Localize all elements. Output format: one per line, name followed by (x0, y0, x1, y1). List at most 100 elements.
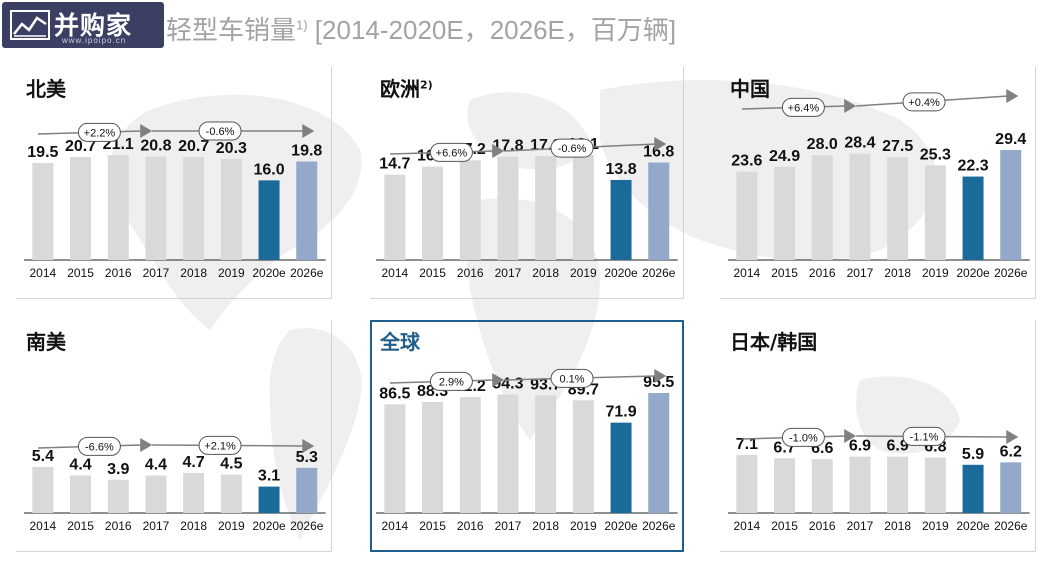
data-label: 4.7 (183, 454, 205, 471)
bar-chart: 5.4 2014 4.4 2015 3.9 2016 4.4 2017 4.7 2018 4.5 20… (24, 435, 326, 533)
growth-arrow-head-icon (844, 99, 857, 113)
x-tick-label: 2016 (457, 519, 484, 533)
x-tick-label: 2018 (180, 266, 207, 280)
growth-arrow-head-icon (492, 373, 505, 387)
chart-title: 全球 (380, 326, 420, 355)
x-tick-label: 2017 (143, 519, 170, 533)
bar-2015 (774, 458, 796, 513)
growth-rate-label: -1.1% (910, 431, 939, 443)
bar-2018 (535, 395, 557, 513)
x-tick-label: 2019 (218, 519, 245, 533)
growth-arrow-head-icon (1006, 89, 1019, 103)
data-label: 25.3 (920, 146, 951, 163)
bar-chart: 14.7201416.1201517.2201617.8201717.92018… (376, 136, 678, 280)
x-tick-label: 2020e (956, 266, 990, 280)
x-tick-label: 2017 (847, 519, 874, 533)
bar-2016 (459, 397, 481, 513)
growth-rate-label: +2.2% (84, 127, 116, 139)
bar-2014 (32, 467, 54, 513)
x-tick-label: 2016 (105, 266, 132, 280)
panel-frame (370, 320, 684, 552)
growth-rate-badge (781, 97, 825, 117)
x-tick-label: 2014 (381, 266, 408, 280)
page-title: 轻型车销量1) [2014-2020E，2026E，百万辆] (166, 10, 676, 47)
bar-2020e (962, 464, 984, 513)
x-tick-label: 2018 (884, 266, 911, 280)
bar-chart: 19.5201420.7201521.1201620.8201720.72018… (24, 121, 326, 280)
bar-2015 (422, 402, 444, 513)
bar-2026e (648, 162, 670, 260)
growth-rate-label: -0.6% (206, 126, 235, 138)
data-label: 27.5 (882, 138, 913, 155)
data-label: 13.8 (605, 161, 636, 178)
bar-2019 (924, 457, 946, 513)
x-tick-label: 2020e (252, 266, 286, 280)
growth-rate-badge (429, 142, 473, 162)
bar-2018 (535, 156, 557, 260)
bar-2018 (887, 456, 909, 513)
bar-2016 (811, 155, 833, 260)
bar-chart: 23.6 2014 24.9 2015 28.0 2016 28.4 2017 27.5 2018… (728, 89, 1030, 280)
x-tick-label: 2020e (252, 519, 286, 533)
bar-2016 (811, 459, 833, 513)
data-label: 7.1 (736, 436, 758, 453)
data-label: 20.3 (216, 140, 247, 157)
bar-2017 (145, 475, 167, 513)
growth-arrow-head-icon (302, 124, 315, 138)
bar-2020e (258, 180, 280, 260)
growth-arrow-head-icon (654, 369, 667, 383)
growth-arrow-head-icon (654, 137, 667, 151)
chart-title: 欧洲2) (380, 73, 433, 102)
bar-2018 (183, 472, 205, 513)
data-label: 5.3 (296, 449, 318, 466)
growth-rate-label: +2.1% (204, 440, 236, 452)
chart-title-text: 南美 (26, 330, 66, 354)
bar-2016 (459, 160, 481, 260)
data-label: 19.5 (27, 144, 58, 161)
data-label: 3.9 (107, 461, 129, 478)
bar-2015 (70, 475, 92, 513)
data-label: 95.5 (643, 374, 674, 391)
data-label: 29.4 (995, 131, 1026, 148)
page-title-main: 轻型车销量 (166, 15, 297, 45)
bar-2019 (572, 155, 594, 260)
x-tick-label: 2026e (994, 266, 1028, 280)
chart-panel-2: 中国 23.6 2014 24.9 2015 28.0 2016 28.4 2017 27.5 20… (720, 67, 1036, 299)
data-label: 14.7 (379, 156, 410, 173)
growth-arrow-head-icon (302, 439, 315, 453)
chart-title: 日本/韩国 (730, 326, 817, 355)
chart-title-text: 日本/韩国 (730, 330, 818, 354)
x-tick-label: 2014 (381, 519, 408, 533)
chart-title: 中国 (730, 73, 770, 102)
chart-title-text: 全球 (380, 330, 420, 354)
chart-title-text: 中国 (730, 77, 770, 101)
chart-panel-1: 欧洲2)14.7201416.1201517.2201617.8201717.9… (370, 67, 684, 299)
x-tick-label: 2016 (105, 519, 132, 533)
x-tick-label: 2017 (143, 266, 170, 280)
data-label: 20.7 (178, 138, 209, 155)
bar-2019 (572, 400, 594, 513)
growth-rate-badge (198, 435, 242, 455)
data-label: 24.9 (769, 148, 800, 165)
x-tick-label: 2017 (495, 519, 522, 533)
x-tick-label: 2018 (532, 519, 559, 533)
data-label: 16.0 (253, 161, 284, 178)
x-tick-label: 2019 (922, 519, 949, 533)
logo-text: 并购家 (54, 11, 133, 40)
data-label: 5.9 (962, 446, 984, 463)
bar-2026e (1000, 462, 1022, 513)
chart-title-text: 欧洲 (380, 77, 420, 101)
x-tick-label: 2026e (642, 519, 676, 533)
x-tick-label: 2026e (290, 519, 324, 533)
chart-panel-5: 日本/韩国 7.1 2014 6.7 2015 6.6 2016 6.9 2017 6.9 2018… (720, 320, 1036, 552)
growth-arrow-head-icon (1006, 430, 1019, 444)
x-tick-label: 2019 (922, 266, 949, 280)
growth-rate-label: +6.6% (436, 147, 468, 159)
x-tick-label: 2026e (642, 266, 676, 280)
growth-rate-badge (198, 121, 242, 141)
growth-arrow-head-icon (140, 124, 153, 138)
x-tick-label: 2018 (532, 266, 559, 280)
bar-2014 (736, 455, 758, 513)
x-tick-label: 2020e (604, 266, 638, 280)
x-tick-label: 2026e (290, 266, 324, 280)
